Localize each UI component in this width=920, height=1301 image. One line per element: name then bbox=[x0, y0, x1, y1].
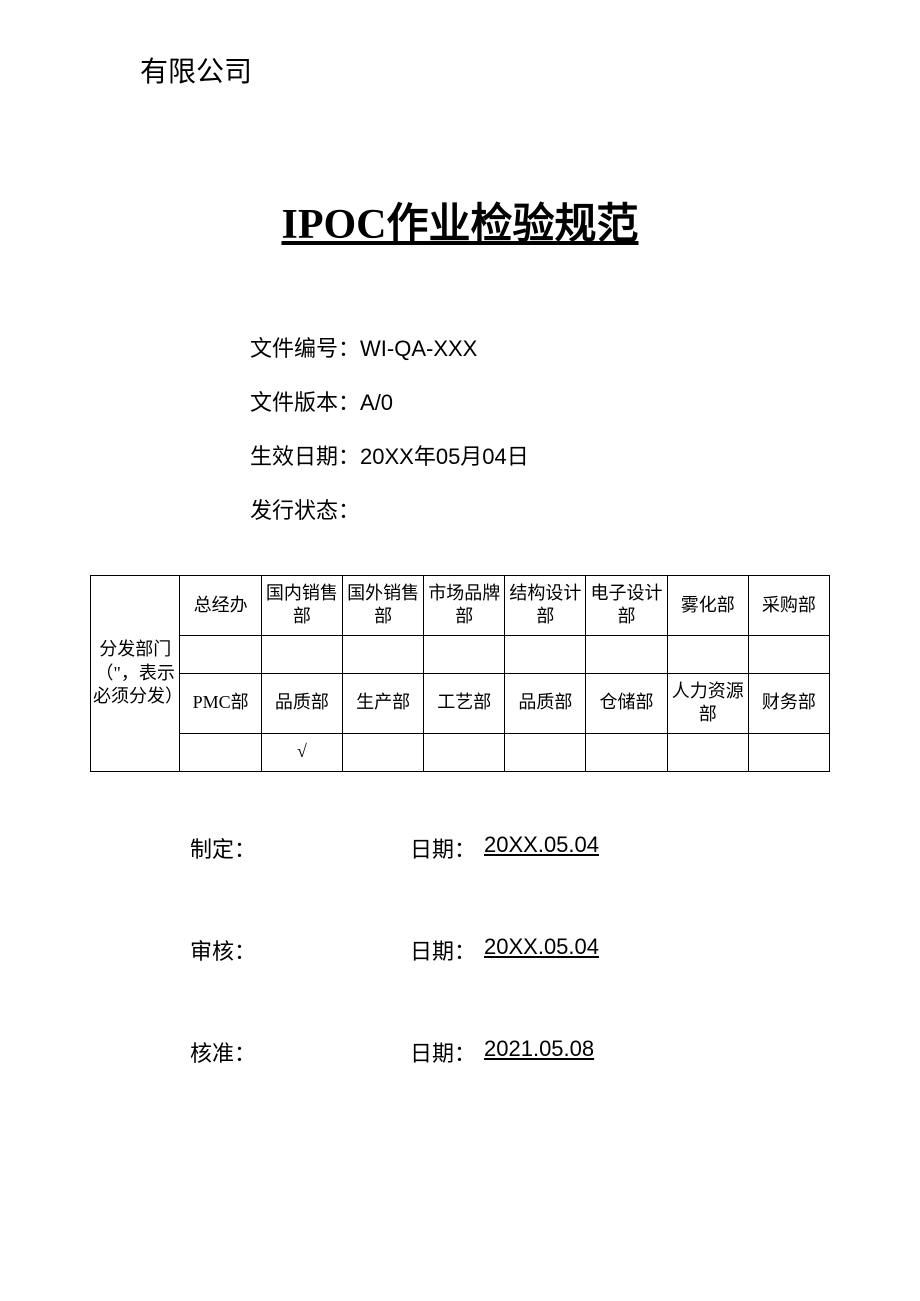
version-label: 文件版本： bbox=[250, 390, 360, 415]
dept-cell: 品质部 bbox=[261, 673, 342, 733]
check-cell bbox=[505, 635, 586, 673]
dept-cell: 工艺部 bbox=[424, 673, 505, 733]
dept-cell: 采购部 bbox=[748, 576, 829, 636]
dept-cell: 电子设计部 bbox=[586, 576, 667, 636]
check-cell bbox=[343, 635, 424, 673]
prepare-row: 制定： 日期： 20XX.05.04 bbox=[190, 832, 830, 864]
prepare-label: 制定： bbox=[190, 832, 410, 864]
check-cell bbox=[261, 635, 342, 673]
version-value: A/0 bbox=[360, 390, 393, 415]
check-cell bbox=[505, 733, 586, 771]
effective-date-label: 生效日期： bbox=[250, 444, 360, 469]
review-row: 审核： 日期： 20XX.05.04 bbox=[190, 934, 830, 966]
table-row: 分发部门 （"，表示 必须分发） 总经办 国内销售部 国外销售部 市场品牌部 结… bbox=[91, 576, 830, 636]
issue-status-label: 发行状态： bbox=[250, 498, 360, 523]
review-date-value: 20XX.05.04 bbox=[484, 934, 599, 966]
approve-row: 核准： 日期： 2021.05.08 bbox=[190, 1036, 830, 1068]
doc-number-row: 文件编号：WI-QA-XXX bbox=[250, 331, 830, 363]
dept-cell: 仓储部 bbox=[586, 673, 667, 733]
dept-cell: PMC部 bbox=[180, 673, 261, 733]
signature-section: 制定： 日期： 20XX.05.04 审核： 日期： 20XX.05.04 核准… bbox=[190, 832, 830, 1068]
check-cell bbox=[180, 635, 261, 673]
check-cell bbox=[586, 733, 667, 771]
approve-date-label: 日期： bbox=[410, 1036, 476, 1068]
label-line-1: 分发部门 bbox=[99, 639, 171, 659]
check-cell: √ bbox=[261, 733, 342, 771]
prepare-date-value: 20XX.05.04 bbox=[484, 832, 599, 864]
distribution-label-cell: 分发部门 （"，表示 必须分发） bbox=[91, 576, 180, 772]
doc-number-value: WI-QA-XXX bbox=[360, 336, 477, 361]
dept-cell: 生产部 bbox=[343, 673, 424, 733]
check-cell bbox=[586, 635, 667, 673]
table-row: √ bbox=[91, 733, 830, 771]
document-info-section: 文件编号：WI-QA-XXX 文件版本：A/0 生效日期：20XX年05月04日… bbox=[250, 331, 830, 525]
check-cell bbox=[424, 733, 505, 771]
dept-cell: 人力资源部 bbox=[667, 673, 748, 733]
check-cell bbox=[667, 733, 748, 771]
review-label: 审核： bbox=[190, 934, 410, 966]
dept-cell: 总经办 bbox=[180, 576, 261, 636]
effective-date-value: 20XX年05月04日 bbox=[360, 444, 529, 469]
approve-date-value: 2021.05.08 bbox=[484, 1036, 594, 1068]
issue-status-row: 发行状态： bbox=[250, 493, 830, 525]
dept-cell: 结构设计部 bbox=[505, 576, 586, 636]
effective-date-row: 生效日期：20XX年05月04日 bbox=[250, 439, 830, 471]
company-name: 有限公司 bbox=[140, 50, 830, 90]
dept-cell: 雾化部 bbox=[667, 576, 748, 636]
version-row: 文件版本：A/0 bbox=[250, 385, 830, 417]
review-date-label: 日期： bbox=[410, 934, 476, 966]
dept-cell: 财务部 bbox=[748, 673, 829, 733]
label-line-3: 必须分发） bbox=[93, 686, 183, 706]
check-cell bbox=[343, 733, 424, 771]
check-cell bbox=[424, 635, 505, 673]
prepare-date-label: 日期： bbox=[410, 832, 476, 864]
distribution-table: 分发部门 （"，表示 必须分发） 总经办 国内销售部 国外销售部 市场品牌部 结… bbox=[90, 575, 830, 772]
dept-cell: 市场品牌部 bbox=[424, 576, 505, 636]
check-cell bbox=[180, 733, 261, 771]
doc-number-label: 文件编号： bbox=[250, 336, 360, 361]
dept-cell: 国外销售部 bbox=[343, 576, 424, 636]
approve-label: 核准： bbox=[190, 1036, 410, 1068]
document-title: IPOC作业检验规范 bbox=[90, 190, 830, 251]
table-row bbox=[91, 635, 830, 673]
label-line-2: （"，表示 bbox=[96, 663, 175, 683]
check-cell bbox=[748, 635, 829, 673]
check-cell bbox=[667, 635, 748, 673]
dept-cell: 国内销售部 bbox=[261, 576, 342, 636]
check-cell bbox=[748, 733, 829, 771]
table-row: PMC部 品质部 生产部 工艺部 品质部 仓储部 人力资源部 财务部 bbox=[91, 673, 830, 733]
dept-cell: 品质部 bbox=[505, 673, 586, 733]
